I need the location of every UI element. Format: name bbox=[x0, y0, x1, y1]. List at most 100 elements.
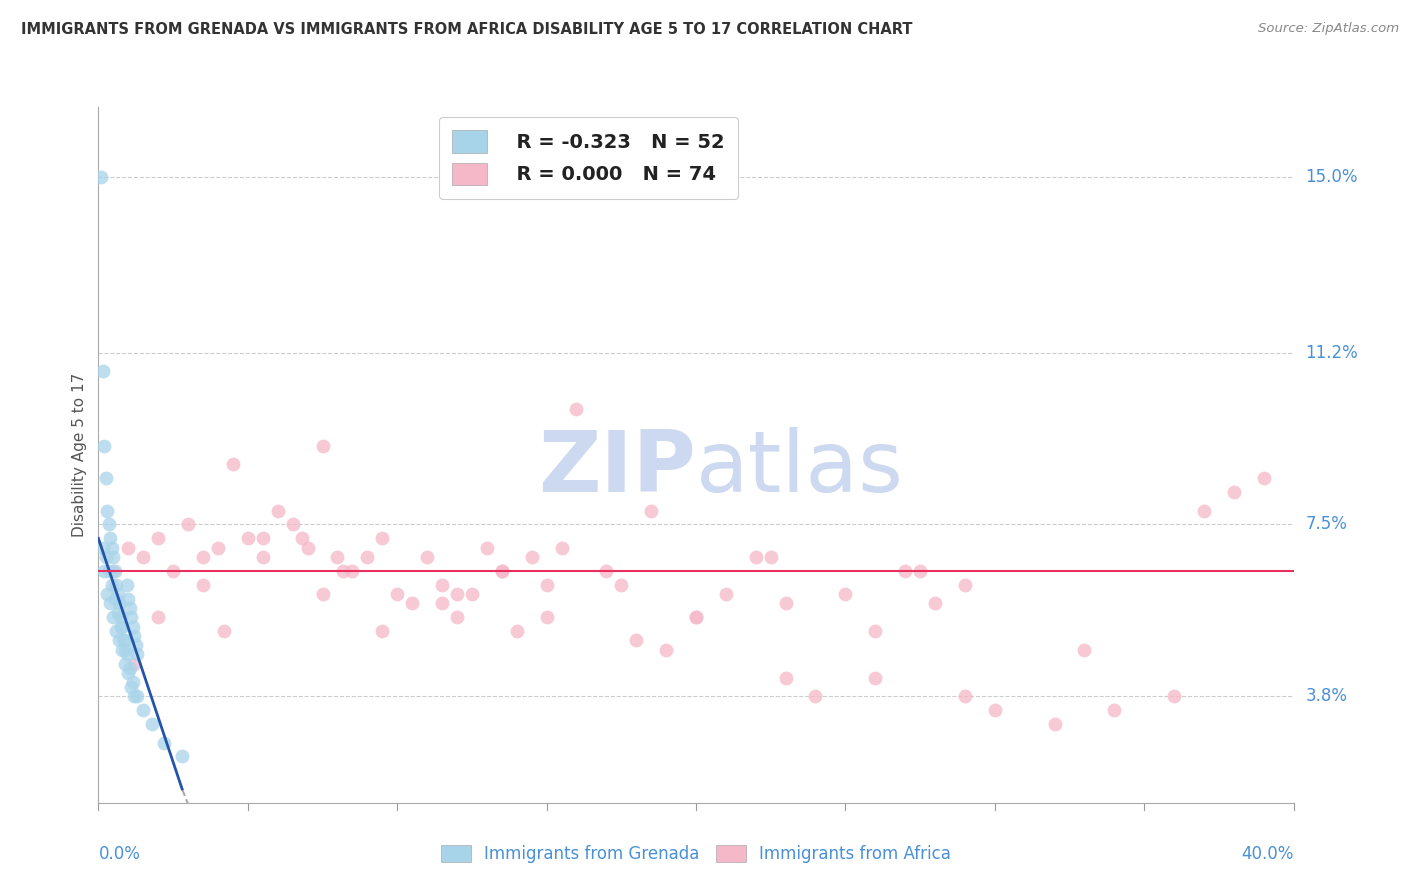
Point bbox=[624, 633, 647, 648]
Point bbox=[311, 439, 333, 453]
Point bbox=[491, 564, 513, 578]
Point bbox=[117, 665, 139, 680]
Point bbox=[745, 549, 768, 564]
Text: 11.2%: 11.2% bbox=[1305, 344, 1358, 362]
Point bbox=[118, 601, 141, 615]
Text: 0.0%: 0.0% bbox=[98, 845, 141, 863]
Point bbox=[96, 503, 118, 517]
Point bbox=[1073, 642, 1095, 657]
Point bbox=[595, 564, 617, 578]
Point bbox=[475, 541, 498, 555]
Point bbox=[117, 591, 139, 606]
Point bbox=[105, 624, 128, 639]
Point bbox=[297, 541, 319, 555]
Point bbox=[775, 671, 797, 685]
Point bbox=[924, 596, 946, 610]
Point bbox=[332, 564, 354, 578]
Point bbox=[1163, 689, 1185, 703]
Point bbox=[430, 596, 453, 610]
Point bbox=[110, 610, 132, 624]
Point bbox=[311, 587, 333, 601]
Point bbox=[107, 587, 129, 601]
Point bbox=[640, 503, 662, 517]
Point bbox=[908, 564, 931, 578]
Text: 7.5%: 7.5% bbox=[1305, 516, 1347, 533]
Point bbox=[430, 578, 453, 592]
Text: Source: ZipAtlas.com: Source: ZipAtlas.com bbox=[1258, 22, 1399, 36]
Point bbox=[520, 549, 543, 564]
Point bbox=[1253, 471, 1275, 485]
Point bbox=[114, 642, 136, 657]
Point bbox=[953, 578, 976, 592]
Point bbox=[96, 587, 118, 601]
Point bbox=[252, 532, 274, 546]
Point bbox=[110, 619, 132, 633]
Point bbox=[212, 624, 235, 639]
Point bbox=[446, 610, 468, 624]
Point bbox=[863, 624, 886, 639]
Point bbox=[252, 549, 274, 564]
Y-axis label: Disability Age 5 to 17: Disability Age 5 to 17 bbox=[72, 373, 87, 537]
Point bbox=[124, 629, 146, 643]
Point bbox=[104, 564, 127, 578]
Point bbox=[112, 633, 135, 648]
Point bbox=[91, 364, 114, 378]
Point bbox=[236, 532, 259, 546]
Point bbox=[983, 703, 1005, 717]
Point bbox=[124, 657, 146, 671]
Point bbox=[132, 703, 155, 717]
Point bbox=[953, 689, 976, 703]
Point bbox=[714, 587, 737, 601]
Point bbox=[127, 689, 149, 703]
Point bbox=[120, 610, 142, 624]
Point bbox=[94, 471, 117, 485]
Text: 3.8%: 3.8% bbox=[1305, 687, 1347, 705]
Point bbox=[536, 578, 558, 592]
Point bbox=[177, 517, 200, 532]
Point bbox=[550, 541, 572, 555]
Point bbox=[1102, 703, 1125, 717]
Point bbox=[759, 549, 782, 564]
Point bbox=[1222, 485, 1246, 500]
Point bbox=[101, 541, 124, 555]
Point bbox=[162, 564, 184, 578]
Point bbox=[98, 596, 122, 610]
Point bbox=[775, 596, 797, 610]
Point bbox=[127, 648, 149, 662]
Point bbox=[112, 633, 135, 648]
Point bbox=[132, 549, 155, 564]
Point bbox=[148, 532, 170, 546]
Point bbox=[172, 749, 194, 764]
Point bbox=[1043, 717, 1066, 731]
Point bbox=[267, 503, 290, 517]
Point bbox=[121, 619, 143, 633]
Point bbox=[610, 578, 633, 592]
Point bbox=[371, 624, 394, 639]
Point bbox=[90, 169, 112, 184]
Text: ZIP: ZIP bbox=[538, 427, 696, 510]
Text: atlas: atlas bbox=[696, 427, 904, 510]
Point bbox=[207, 541, 229, 555]
Point bbox=[108, 596, 131, 610]
Point bbox=[565, 401, 588, 416]
Point bbox=[115, 578, 138, 592]
Legend: Immigrants from Grenada, Immigrants from Africa: Immigrants from Grenada, Immigrants from… bbox=[433, 836, 960, 871]
Point bbox=[536, 610, 558, 624]
Point bbox=[121, 675, 143, 690]
Point bbox=[148, 610, 170, 624]
Point bbox=[103, 610, 125, 624]
Point bbox=[655, 642, 678, 657]
Point bbox=[894, 564, 917, 578]
Point bbox=[97, 517, 120, 532]
Point bbox=[685, 610, 707, 624]
Point bbox=[804, 689, 827, 703]
Point bbox=[118, 661, 141, 675]
Point bbox=[93, 564, 115, 578]
Point bbox=[506, 624, 529, 639]
Point bbox=[108, 633, 131, 648]
Point bbox=[1192, 503, 1215, 517]
Point bbox=[371, 532, 394, 546]
Point bbox=[290, 532, 312, 546]
Point bbox=[105, 578, 128, 592]
Point bbox=[281, 517, 304, 532]
